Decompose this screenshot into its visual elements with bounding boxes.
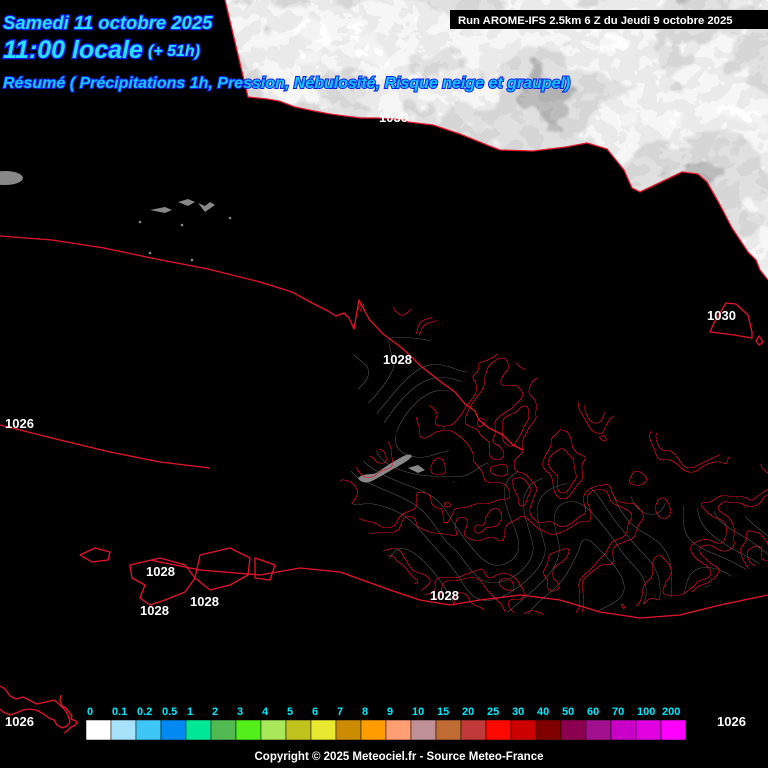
svg-text:1028: 1028 [383,352,412,367]
svg-text:1028: 1028 [146,564,175,579]
svg-text:1030: 1030 [707,308,736,323]
svg-text:50: 50 [562,706,574,718]
svg-text:1028: 1028 [190,594,219,609]
svg-text:10: 10 [412,706,424,718]
svg-text:(+ 51h): (+ 51h) [148,43,200,60]
svg-text:1028: 1028 [430,588,459,603]
svg-text:Run AROME-IFS 2.5km 6 Z du Jeu: Run AROME-IFS 2.5km 6 Z du Jeudi 9 octob… [458,15,733,27]
svg-text:2: 2 [212,706,218,718]
svg-text:3: 3 [237,706,243,718]
svg-text:40: 40 [537,706,549,718]
svg-text:Résumé ( Précipitations 1h, Pr: Résumé ( Précipitations 1h, Pression, Né… [3,75,570,92]
svg-text:15: 15 [437,706,449,718]
svg-text:1026: 1026 [717,714,746,729]
svg-text:Samedi 11 octobre 2025: Samedi 11 octobre 2025 [3,12,213,33]
svg-text:1030: 1030 [379,110,408,125]
svg-text:25: 25 [487,706,499,718]
svg-text:200: 200 [662,706,680,718]
svg-text:1026: 1026 [5,714,34,729]
svg-text:1: 1 [187,706,193,718]
svg-text:5: 5 [287,706,293,718]
svg-text:60: 60 [587,706,599,718]
svg-text:0.1: 0.1 [112,706,127,718]
svg-text:7: 7 [337,706,343,718]
svg-text:8: 8 [362,706,368,718]
svg-text:0.2: 0.2 [137,706,152,718]
svg-text:70: 70 [612,706,624,718]
svg-text:20: 20 [462,706,474,718]
svg-text:0.5: 0.5 [162,706,177,718]
svg-text:4: 4 [262,706,269,718]
svg-text:6: 6 [312,706,318,718]
svg-text:0: 0 [87,706,93,718]
svg-text:100: 100 [637,706,655,718]
svg-text:Copyright © 2025 Meteociel.fr: Copyright © 2025 Meteociel.fr - Source M… [254,751,543,763]
svg-text:1026: 1026 [5,416,34,431]
svg-text:11:00 locale: 11:00 locale [3,36,143,64]
svg-text:1028: 1028 [140,603,169,618]
svg-text:30: 30 [512,706,524,718]
svg-text:9: 9 [387,706,393,718]
